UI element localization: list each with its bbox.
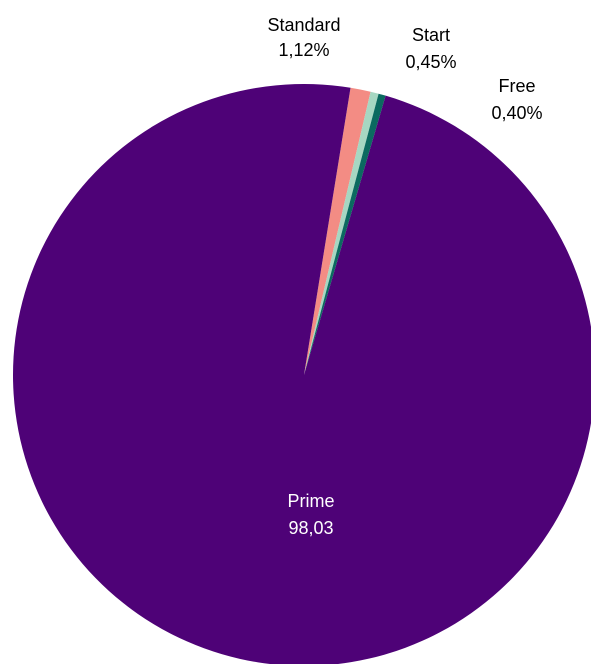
slice-label-free-value: 0,40% — [491, 103, 542, 123]
pie-slice-standard — [304, 87, 371, 375]
slice-label-standard-name: Standard — [267, 15, 340, 35]
slice-label-start-value: 0,45% — [405, 52, 456, 72]
pie-slice-free — [304, 93, 386, 375]
slice-label-prime-value: 98,03 — [288, 518, 333, 538]
slice-label-free-name: Free — [498, 76, 535, 96]
pie-slices — [13, 84, 591, 664]
slice-label-start-name: Start — [412, 25, 450, 45]
slice-label-standard-value: 1,12% — [278, 40, 329, 60]
slice-label-prime-name: Prime — [287, 491, 334, 511]
pie-labels: Standard 1,12% Start 0,45% Free 0,40% Pr… — [267, 15, 542, 538]
pie-slice-prime — [13, 84, 591, 664]
pie-slice-start — [304, 91, 379, 375]
